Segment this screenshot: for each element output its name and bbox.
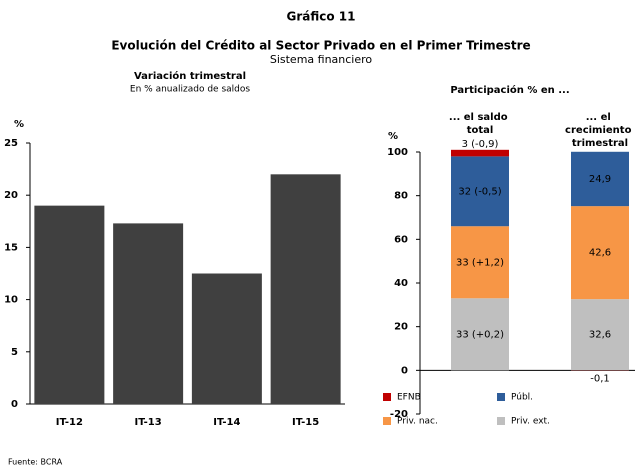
y-axis-label: % — [388, 131, 398, 142]
legend-swatch — [497, 393, 505, 401]
bar — [271, 174, 341, 404]
chart-title: Participación % en ... — [450, 84, 569, 96]
figure-title: Gráfico 11 — [287, 10, 356, 24]
legend-label: Priv. nac. — [397, 417, 438, 427]
legend-swatch — [497, 417, 505, 425]
y-tick-label: 60 — [394, 234, 408, 245]
source: Fuente: BCRA — [8, 458, 63, 467]
y-tick-label: 15 — [4, 242, 18, 253]
value-label: 42,6 — [589, 248, 611, 259]
bar — [113, 223, 183, 404]
x-tick-label: IT-14 — [213, 417, 240, 428]
figure-note: Sistema financiero — [270, 53, 373, 66]
legend-label: Públ. — [511, 393, 533, 403]
bar-segment — [451, 150, 509, 157]
chart-title: Variación trimestral — [134, 70, 246, 82]
legend-swatch — [383, 393, 391, 401]
y-tick-label: 80 — [394, 191, 408, 202]
y-tick-label: 20 — [394, 322, 408, 333]
chart-subtitle: En % anualizado de saldos — [130, 85, 250, 95]
value-label: 3 (-0,9) — [462, 139, 499, 150]
legend-label: Priv. ext. — [511, 417, 550, 427]
x-tick-label: IT-13 — [135, 417, 162, 428]
value-label: 33 (+1,2) — [456, 257, 504, 268]
y-tick-label: 25 — [4, 138, 18, 149]
x-tick-label: IT-12 — [56, 417, 83, 428]
value-label: 33 (+0,2) — [456, 329, 504, 340]
value-label: 32,6 — [589, 330, 611, 341]
value-label: 32 (-0,5) — [458, 186, 501, 197]
legend-swatch — [383, 417, 391, 425]
x-tick-label: ... el saldo total — [449, 112, 511, 136]
value-label: -0,1 — [590, 374, 610, 385]
bar — [34, 206, 104, 404]
x-tick-label: IT-15 — [292, 417, 319, 428]
y-tick-label: 10 — [4, 295, 18, 306]
legend-label: EFNB — [397, 393, 421, 403]
y-tick-label: 100 — [387, 147, 408, 158]
bar — [192, 274, 262, 405]
y-tick-label: 20 — [4, 190, 18, 201]
y-tick-label: 0 — [11, 399, 18, 410]
y-tick-label: 40 — [394, 278, 408, 289]
y-tick-label: 0 — [401, 365, 408, 376]
y-tick-label: 5 — [11, 347, 18, 358]
figure-subtitle: Evolución del Crédito al Sector Privado … — [111, 39, 530, 53]
value-label: 24,9 — [589, 174, 611, 185]
y-axis-label: % — [14, 119, 24, 130]
x-tick-label: ... el crecimiento trimestral — [565, 112, 635, 149]
